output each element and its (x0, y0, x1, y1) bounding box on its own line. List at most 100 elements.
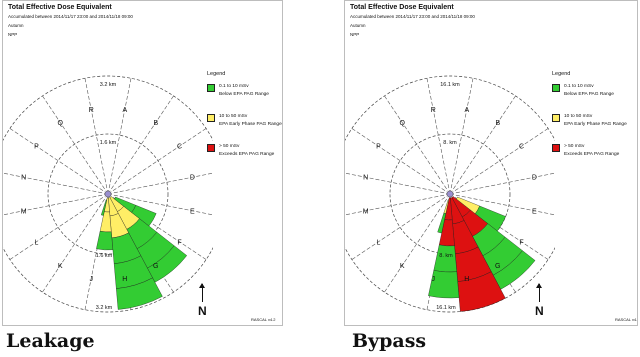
season-text: Autumn (350, 23, 366, 28)
inner-ring-label: 8. km (443, 140, 457, 146)
sector-label-h: H (122, 276, 127, 283)
panel-title: Total Effective Dose Equivalent (8, 4, 112, 11)
dose-plume-segment (131, 205, 157, 227)
sector-label-e: E (532, 208, 537, 215)
legend-item-high: > 50 mSv Exceeds EPA PAG Range (207, 143, 274, 173)
sector-divider (449, 172, 555, 195)
sector-label-b: B (495, 120, 500, 127)
sector-label-m: M (363, 208, 369, 215)
legend-item-low: 0.1 to 10 mSv Below EPA PAG Range (552, 83, 614, 113)
yellow-swatch-icon (552, 114, 560, 122)
red-swatch-icon (207, 144, 215, 152)
green-swatch-icon (207, 84, 215, 92)
lower-inner-ring-label: 8. km (439, 253, 453, 259)
bypass-caption: Bypass (352, 330, 427, 352)
site-text: NPP (350, 32, 360, 37)
dose-plume-segment (428, 270, 460, 299)
legend-desc: EPA Early Phase PAG Range (219, 122, 282, 127)
legend-range: > 50 mSv (219, 144, 240, 149)
sector-label-m: M (21, 208, 27, 215)
sector-divider (9, 128, 109, 195)
inner-ring-label: 1.6 km (100, 140, 117, 146)
sector-divider (384, 193, 451, 293)
sector-label-b: B (153, 120, 158, 127)
sector-divider (42, 193, 109, 293)
sector-divider (426, 78, 451, 195)
dose-plume-segment (96, 230, 114, 251)
legend-range: 10 to 50 mSv (219, 114, 248, 119)
dose-rose-diagram: R A B C D E F G H J K L M N P Q 3.2 km 1.6 km 1.6 km 3.2 km (3, 75, 213, 313)
sector-divider (449, 95, 516, 195)
sector-divider (107, 95, 174, 195)
sector-label-f: F (177, 239, 181, 246)
north-label: N (198, 304, 207, 318)
source-point-icon (446, 190, 454, 198)
leakage-caption: Leakage (6, 330, 95, 352)
leakage-panel: Total Effective Dose Equivalent Accumula… (2, 0, 283, 326)
outer-ring-label: 3.2 km (100, 82, 117, 88)
sector-label-j: J (89, 276, 93, 283)
legend-desc: Exceeds EPA PAG Range (564, 152, 620, 157)
legend-range: 10 to 50 mSv (564, 114, 593, 119)
sector-label-q: Q (399, 120, 405, 127)
yellow-swatch-icon (207, 114, 215, 122)
sector-label-k: K (400, 263, 405, 270)
dose-plume-segment (116, 277, 163, 310)
legend-desc: Exceeds EPA PAG Range (219, 152, 275, 157)
version-label: RASCAL v4.2 (251, 317, 276, 322)
sector-label-n: N (363, 175, 368, 182)
sector-label-r: R (431, 107, 436, 114)
site-text: NPP (8, 32, 18, 37)
legend-item-high: > 50 mSv Exceeds EPA PAG Range (552, 143, 619, 173)
accumulated-text: Accumulated between 2014/11/17 23:00 and… (350, 14, 475, 19)
sector-label-a: A (122, 107, 127, 114)
sector-label-d: D (190, 175, 195, 182)
sector-label-l: L (377, 239, 381, 246)
legend-desc: Below EPA PAG Range (564, 92, 614, 97)
sector-label-k: K (58, 263, 63, 270)
bypass-panel: Total Effective Dose Equivalent Accumula… (344, 0, 638, 326)
legend-desc: Below EPA PAG Range (219, 92, 269, 97)
dose-plume-segment (100, 199, 107, 216)
sector-divider (449, 128, 549, 195)
outer-ring (345, 75, 555, 313)
sector-divider (3, 193, 109, 216)
sector-divider (107, 78, 132, 195)
legend-item-mid: 10 to 50 mSv EPA Early Phase PAG Range (207, 113, 282, 143)
green-swatch-icon (552, 84, 560, 92)
dose-plume-segment (474, 205, 506, 232)
lower-outer-ring-label: 3.2 km (96, 305, 113, 311)
sector-divider (9, 193, 109, 260)
sector-label-c: C (519, 144, 524, 151)
sector-label-e: E (190, 208, 195, 215)
sector-label-j: J (431, 276, 435, 283)
legend-title: Legend (207, 71, 226, 77)
sector-label-n: N (21, 175, 26, 182)
sector-divider (384, 95, 451, 195)
panel-title: Total Effective Dose Equivalent (350, 4, 454, 11)
dose-plume-segment (457, 271, 506, 312)
sector-divider (449, 193, 555, 216)
season-text: Autumn (8, 23, 24, 28)
source-point-icon (104, 190, 112, 198)
legend-range: > 50 mSv (564, 144, 585, 149)
outer-ring (3, 75, 213, 313)
sector-label-l: L (35, 239, 39, 246)
dose-rose-diagram: R A B C D E F G H J K L M N P Q 16.1 km 8. km 8. km 16.1 km (345, 75, 555, 313)
sector-divider (351, 128, 451, 195)
sector-divider (3, 172, 109, 195)
version-label: RASCAL v4. (615, 317, 638, 322)
sector-label-a: A (464, 107, 469, 114)
sector-label-f: F (519, 239, 523, 246)
north-label: N (535, 304, 544, 318)
sector-divider (107, 172, 213, 195)
sector-divider (351, 193, 451, 260)
inner-ring (47, 133, 169, 255)
sector-label-d: D (532, 175, 537, 182)
legend-item-low: 0.1 to 10 mSv Below EPA PAG Range (207, 83, 269, 113)
sector-divider (107, 128, 207, 195)
sector-label-g: G (153, 263, 158, 270)
legend-range: 0.1 to 10 mSv (219, 84, 249, 89)
legend-title: Legend (552, 71, 571, 77)
sector-label-h: H (464, 276, 469, 283)
